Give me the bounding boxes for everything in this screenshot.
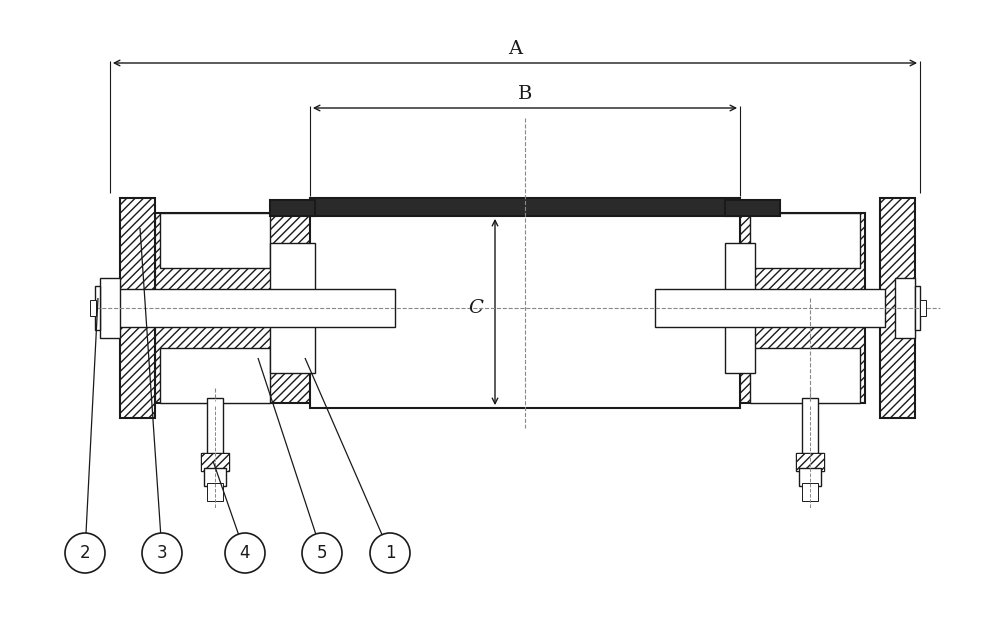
Text: 3: 3	[157, 544, 167, 562]
Bar	[880, 198, 915, 418]
Bar	[160, 348, 270, 403]
Bar	[270, 200, 315, 216]
Bar	[310, 208, 740, 408]
Circle shape	[65, 533, 105, 573]
Bar	[115, 289, 395, 327]
Circle shape	[302, 533, 342, 573]
Circle shape	[225, 533, 265, 573]
Bar	[90, 300, 96, 316]
Text: 4: 4	[240, 544, 250, 562]
Bar	[655, 289, 885, 327]
Bar	[207, 398, 223, 456]
Text: 2: 2	[80, 544, 90, 562]
Bar	[725, 200, 780, 216]
Bar	[201, 453, 229, 471]
Bar	[201, 453, 229, 471]
Bar	[155, 213, 315, 403]
Bar	[796, 453, 824, 471]
Bar	[100, 278, 120, 338]
Text: A: A	[508, 40, 522, 58]
Bar	[920, 300, 926, 316]
Circle shape	[142, 533, 182, 573]
Text: C: C	[468, 299, 483, 317]
Bar	[725, 243, 755, 373]
Bar	[802, 483, 818, 501]
Bar	[750, 213, 860, 268]
Bar	[802, 398, 818, 456]
Bar	[750, 348, 860, 403]
Bar	[120, 198, 155, 418]
Bar	[740, 213, 865, 403]
Bar	[95, 286, 100, 330]
Text: 5: 5	[317, 544, 327, 562]
Bar	[796, 453, 824, 471]
Bar	[799, 468, 821, 486]
Text: B: B	[518, 85, 532, 103]
Bar	[895, 278, 915, 338]
Bar	[915, 286, 920, 330]
Bar	[310, 198, 740, 216]
Text: 1: 1	[385, 544, 395, 562]
Bar	[204, 468, 226, 486]
Circle shape	[370, 533, 410, 573]
Bar	[270, 243, 315, 373]
Bar	[160, 213, 270, 268]
Bar	[207, 483, 223, 501]
